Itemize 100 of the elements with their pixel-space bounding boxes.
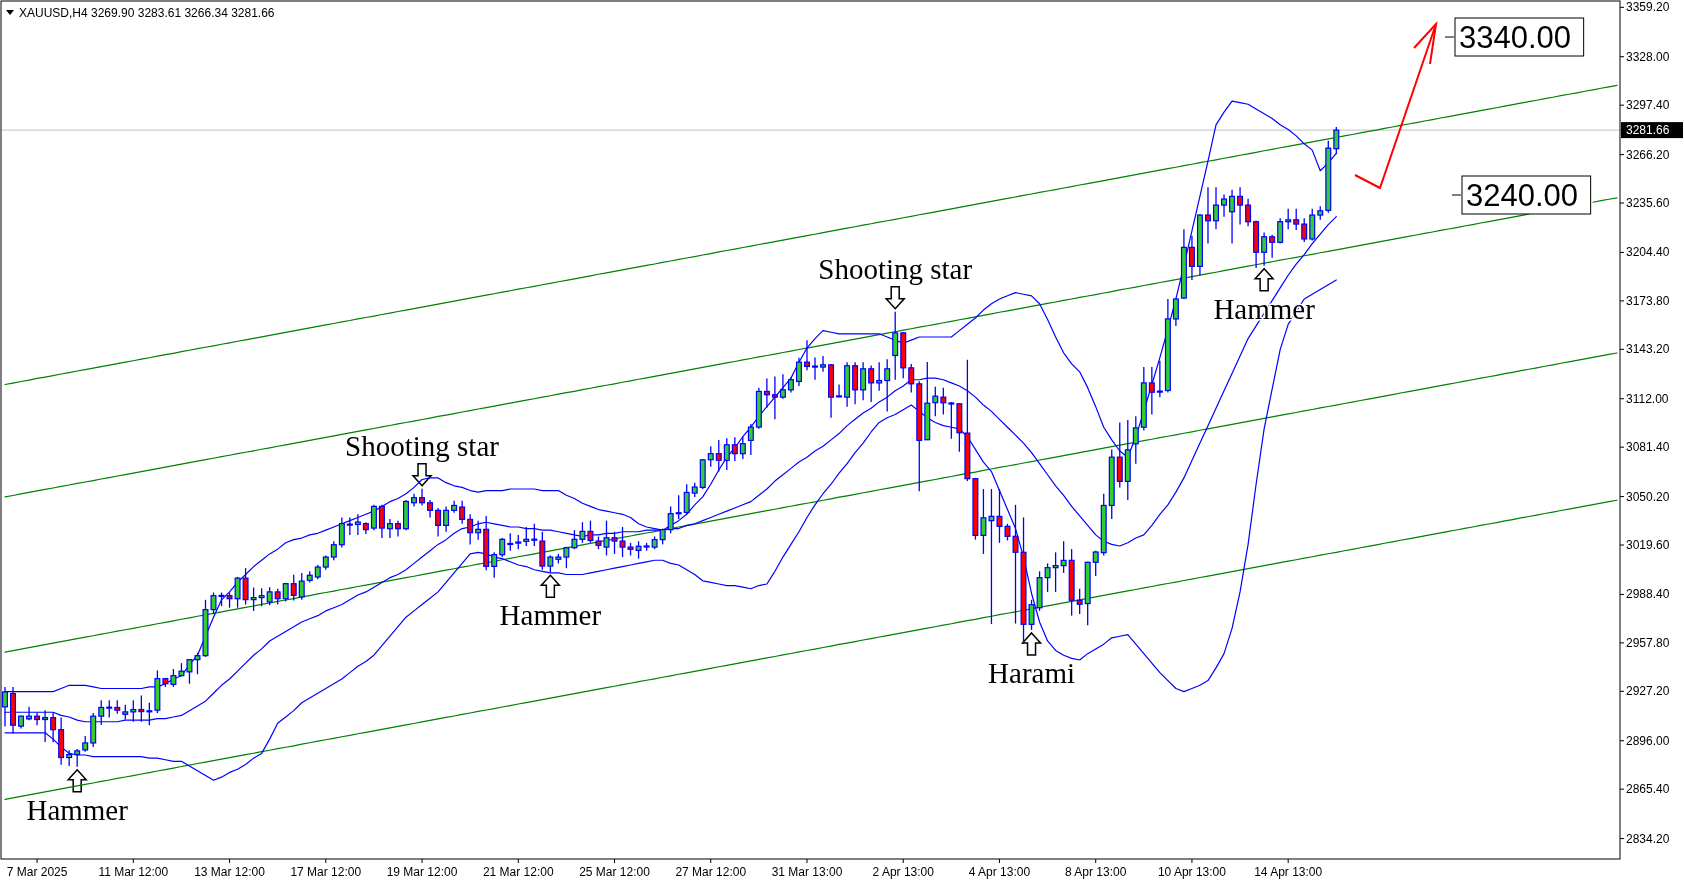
x-tick-label: 25 Mar 12:00 [579, 865, 651, 879]
candlestick [1285, 208, 1292, 230]
candlestick [266, 586, 273, 606]
candlestick [739, 436, 746, 460]
candlestick [1293, 208, 1300, 231]
annotation: 3240.00 [1466, 177, 1579, 213]
line-series [4, 499, 1618, 800]
x-tick-label: 10 Apr 13:00 [1157, 865, 1227, 879]
y-tick-label: 3173.80 [1626, 293, 1670, 308]
candlestick [1277, 217, 1284, 245]
candlestick [1221, 193, 1228, 218]
x-tick-label: 8 Apr 13:00 [1065, 865, 1127, 879]
candlestick [812, 356, 819, 381]
x-tick-label: 13 Mar 12:00 [194, 865, 266, 879]
line-series [4, 84, 1618, 386]
candlestick [948, 401, 955, 440]
candlestick [1204, 186, 1211, 245]
candlestick [908, 363, 915, 394]
candlestick [459, 500, 466, 525]
candlestick [1052, 551, 1059, 593]
x-tick-label: 14 Apr 13:00 [1254, 865, 1323, 879]
annotation: Harami [988, 656, 1076, 689]
x-tick-label: 7 Mar 2025 [6, 865, 68, 879]
candlestick [435, 507, 442, 538]
y-tick-label: 3050.20 [1626, 489, 1670, 504]
annotation: Shooting star [345, 429, 500, 462]
y-tick-label: 3019.60 [1626, 538, 1670, 553]
candlestick [443, 505, 450, 533]
candlestick [980, 488, 987, 555]
candlestick [467, 513, 474, 546]
x-tick-label: 31 Mar 13:00 [771, 865, 843, 879]
annotation: Hammer [26, 793, 129, 826]
candlestick [290, 574, 297, 602]
x-tick-label: 11 Mar 12:00 [98, 865, 169, 879]
annotation: Shooting star [818, 252, 973, 285]
y-tick-label: 3328.00 [1626, 49, 1670, 64]
x-tick-label: 21 Mar 12:00 [482, 865, 554, 879]
candlestick [715, 439, 722, 473]
candlestick [1301, 217, 1308, 243]
candlestick [1261, 231, 1268, 267]
candlestick [667, 505, 674, 534]
candlestick [868, 364, 875, 403]
candlestick [707, 445, 714, 468]
candlestick [378, 504, 385, 539]
candlestick [1044, 562, 1051, 593]
candlestick [683, 483, 690, 515]
candlestick [932, 386, 939, 417]
y-tick-label: 3266.20 [1626, 147, 1670, 162]
y-tick-label: 2927.20 [1626, 684, 1670, 699]
candlestick [346, 516, 353, 536]
y-tick-label: 3359.20 [1626, 0, 1670, 15]
candlestick [1092, 550, 1099, 577]
candlestick [338, 516, 345, 549]
x-tick-label: 4 Apr 13:00 [968, 865, 1031, 879]
candlestick [531, 523, 538, 547]
candlestick [571, 529, 578, 550]
candlestick [1148, 366, 1155, 416]
candlestick [1188, 235, 1195, 281]
candlestick [1156, 360, 1163, 398]
candlestick [1213, 186, 1220, 230]
x-tick-label: 19 Mar 12:00 [386, 865, 458, 879]
candlestick [523, 526, 530, 547]
candlestick [876, 361, 883, 392]
candlestick [579, 521, 586, 544]
candlestick [475, 519, 482, 541]
y-tick-label: 3081.40 [1626, 440, 1670, 455]
candlestick [386, 518, 393, 539]
y-tick-label: 3297.40 [1626, 98, 1670, 113]
candlestick [250, 586, 257, 612]
candlestick [1229, 189, 1236, 245]
candlestick [675, 494, 682, 520]
candlestick [491, 551, 498, 579]
y-tick-label: 2865.40 [1626, 782, 1670, 797]
annotation: Hammer [499, 599, 602, 632]
y-tick-label: 2896.00 [1626, 733, 1670, 748]
candlestick [836, 383, 843, 398]
y-tick-label: 2834.20 [1626, 831, 1670, 846]
candlestick [1060, 540, 1067, 574]
candlestick [1269, 234, 1276, 259]
candlestick [1245, 198, 1252, 227]
candlestick [234, 576, 241, 609]
y-tick-label: 3112.00 [1626, 391, 1669, 406]
candlestick [354, 513, 361, 536]
x-tick-label: 27 Mar 12:00 [675, 865, 747, 879]
candlestick [370, 504, 377, 531]
candlestick [242, 567, 249, 606]
candlestick [763, 377, 770, 409]
text: XAUUSD,H4 3269.90 3283.61 3266.34 3281.66 [19, 6, 275, 20]
candlestick [771, 375, 778, 420]
candlestick [330, 540, 337, 561]
candlestick [731, 436, 738, 462]
y-tick-label: 3204.40 [1626, 245, 1670, 260]
candlestick [940, 387, 947, 416]
candlestick [1076, 588, 1083, 615]
candlestick [1237, 186, 1244, 226]
candlestick [419, 488, 426, 507]
candlestick [747, 423, 754, 456]
y-tick-label: 2988.40 [1626, 587, 1670, 602]
candlestick [860, 361, 867, 401]
candlestick [298, 572, 305, 601]
